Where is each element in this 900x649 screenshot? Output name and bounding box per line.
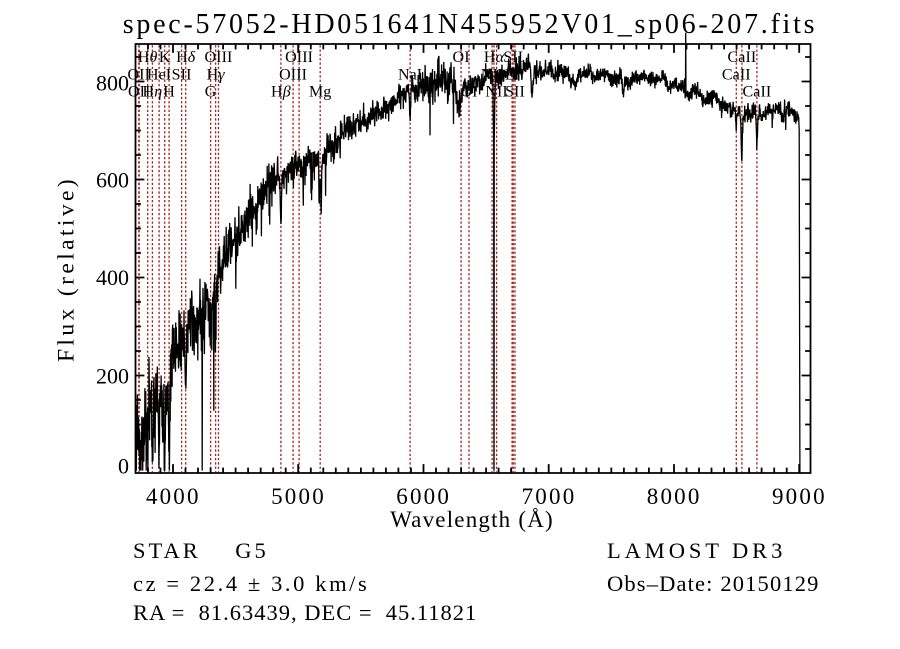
svg-text:G: G: [205, 84, 217, 101]
svg-text:H: H: [163, 84, 175, 101]
svg-text:CaII: CaII: [727, 49, 756, 66]
svg-text:6000: 6000: [396, 484, 451, 509]
svg-text:Hδ: Hδ: [176, 49, 196, 66]
svg-text:9000: 9000: [772, 484, 827, 509]
svg-text:OIII: OIII: [279, 67, 307, 84]
svg-text:0: 0: [118, 454, 129, 479]
svg-text:RA = 81.63439, DEC = 45.1182: RA = 81.63439, DEC = 45.11821: [133, 600, 477, 625]
svg-text:SII: SII: [172, 67, 192, 84]
svg-text:200: 200: [96, 364, 129, 389]
svg-text:OIII: OIII: [285, 49, 313, 66]
svg-text:NII: NII: [485, 84, 508, 101]
svg-text:Obs–Date: 20150129: Obs–Date: 20150129: [607, 571, 820, 596]
svg-text:Hθ: Hθ: [138, 49, 158, 66]
svg-text:STAR G5: STAR G5: [133, 538, 269, 563]
svg-text:OI: OI: [460, 84, 477, 101]
svg-text:5000: 5000: [271, 484, 326, 509]
svg-text:8000: 8000: [647, 484, 702, 509]
svg-text:600: 600: [96, 168, 129, 193]
svg-text:Mg: Mg: [309, 84, 331, 101]
svg-text:4000: 4000: [146, 484, 201, 509]
svg-text:NII: NII: [481, 67, 504, 84]
svg-text:Hη: Hη: [143, 84, 163, 101]
svg-text:CaII: CaII: [722, 67, 751, 84]
svg-text:7000: 7000: [522, 484, 577, 509]
svg-text:LAMOST DR3: LAMOST DR3: [607, 538, 786, 563]
svg-text:OIII: OIII: [205, 49, 233, 66]
svg-text:K: K: [159, 49, 171, 66]
svg-text:Hα: Hα: [484, 49, 505, 66]
svg-text:Hγ: Hγ: [207, 67, 226, 84]
svg-text:400: 400: [96, 265, 129, 290]
svg-text:Flux (relative): Flux (relative): [54, 176, 80, 362]
svg-text:spec-57052-HD051641N455952V01_: spec-57052-HD051641N455952V01_sp06-207.f…: [123, 9, 818, 40]
svg-text:CaII: CaII: [742, 84, 771, 101]
svg-text:OII: OII: [128, 67, 151, 84]
svg-text:SII: SII: [505, 84, 525, 101]
svg-text:800: 800: [96, 70, 129, 95]
svg-text:OI: OI: [453, 49, 470, 66]
svg-text:Wavelength (Å): Wavelength (Å): [390, 507, 554, 532]
svg-text:Hβ: Hβ: [271, 84, 291, 101]
svg-text:SII: SII: [503, 49, 523, 66]
svg-text:HeI: HeI: [147, 67, 171, 84]
svg-text:Li: Li: [505, 67, 520, 84]
svg-text:cz = 22.4 ± 3.0 km/s: cz = 22.4 ± 3.0 km/s: [133, 571, 369, 596]
svg-text:NaI: NaI: [398, 67, 422, 84]
svg-text:OII: OII: [128, 84, 151, 101]
